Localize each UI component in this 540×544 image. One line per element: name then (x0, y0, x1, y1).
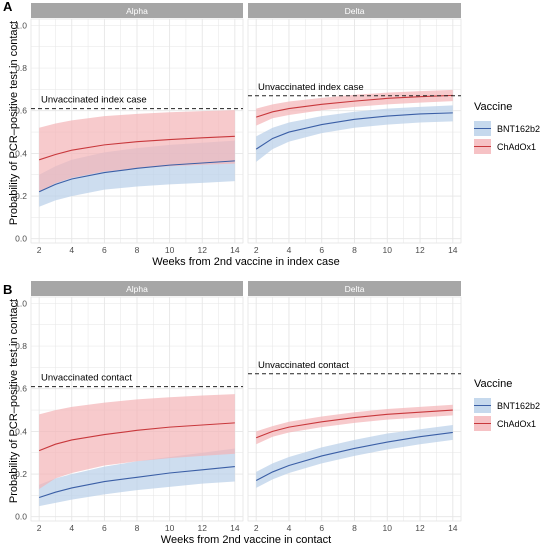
y-tick-label: 0.2 (15, 191, 27, 201)
ci-band-chadox1 (39, 110, 235, 192)
x-tick-label: 2 (254, 523, 259, 533)
x-tick-label: 6 (102, 245, 107, 255)
facet-strip-label: Delta (345, 284, 365, 294)
y-tick-label: 0.4 (15, 148, 27, 158)
y-tick-label: 0.4 (15, 426, 27, 436)
x-tick-label: 10 (165, 523, 175, 533)
x-tick-label: 10 (165, 245, 175, 255)
x-tick-label: 4 (69, 523, 74, 533)
x-tick-label: 12 (197, 245, 207, 255)
legend-title: Vaccine (474, 101, 512, 113)
legend: Vaccine BNT162b2 ChAdOx1 (474, 378, 540, 431)
series-line-chadox1 (255, 409, 453, 439)
y-axis-title: Probability of PCR–positive test in cont… (8, 299, 20, 503)
unvaccinated-reference-label: Unvaccinated index case (41, 95, 147, 106)
x-tick-label: 2 (254, 245, 259, 255)
x-tick-label: 10 (383, 523, 393, 533)
ci-band-chadox1 (256, 404, 453, 445)
legend-entry-label: ChAdOx1 (497, 142, 536, 152)
x-tick-label: 6 (319, 245, 324, 255)
y-axis-title: Probability of PCR–positive test in cont… (8, 21, 20, 225)
legend-title: Vaccine (474, 378, 512, 390)
facet-strip-label: Alpha (126, 6, 148, 16)
panel-label: A (3, 0, 13, 14)
y-tick-label: 0.0 (15, 234, 27, 244)
x-tick-label: 8 (352, 245, 357, 255)
x-tick-label: 6 (102, 523, 107, 533)
facet-strip-label: Delta (345, 6, 365, 16)
x-tick-label: 14 (448, 523, 458, 533)
x-tick-label: 4 (69, 245, 74, 255)
legend-entry-label: ChAdOx1 (497, 419, 536, 429)
x-tick-label: 12 (415, 523, 425, 533)
facet-delta: Delta Unvaccinated contact 2 4 6 8 10 12 14 (247, 281, 462, 533)
series-line-bnt162b2 (38, 160, 235, 193)
panel-label: B (3, 282, 12, 297)
legend-entry-label: BNT162b2 (497, 401, 540, 411)
facet-strip (248, 3, 461, 18)
series-line-bnt162b2 (255, 431, 453, 481)
x-tick-label: 8 (352, 523, 357, 533)
series-line-chadox1 (38, 135, 235, 161)
y-tick-label: 0.6 (15, 384, 27, 394)
ci-band-bnt162b2 (256, 105, 453, 162)
x-tick-label: 2 (37, 245, 42, 255)
x-tick-label: 12 (197, 523, 207, 533)
y-tick-label: 1.0 (15, 20, 27, 30)
unvaccinated-reference-label: Unvaccinated contact (41, 373, 132, 384)
facet-strip (248, 281, 461, 296)
chart-panel-b: B Probability of PCR–positive test in con… (3, 281, 540, 544)
facet-strip-label: Alpha (126, 284, 148, 294)
y-tick-label: 1.0 (15, 298, 27, 308)
x-tick-label: 2 (37, 523, 42, 533)
facet-alpha: Alpha Unvaccinated contact 2 4 6 8 10 12 14 (30, 281, 244, 533)
ci-band-bnt162b2 (256, 425, 453, 488)
y-tick-label: 0.0 (15, 512, 27, 522)
y-tick-label: 0.8 (15, 63, 27, 73)
x-tick-label: 10 (383, 245, 393, 255)
x-tick-label: 14 (230, 245, 240, 255)
chart-panel-a: A Probability of PCR–positive test in con… (3, 0, 540, 268)
x-tick-label: 8 (135, 523, 140, 533)
unvaccinated-reference-label: Unvaccinated index case (258, 82, 364, 93)
facet-strip (31, 3, 243, 18)
facet-delta: Delta Unvaccinated index case 2 4 6 8 10 12 14 (247, 3, 462, 255)
x-tick-label: 4 (287, 245, 292, 255)
x-tick-label: 14 (448, 245, 458, 255)
x-axis-title: Weeks from 2nd vaccine in index case (152, 256, 340, 268)
unvaccinated-reference-label: Unvaccinated contact (258, 360, 349, 371)
facet-strip (31, 281, 243, 296)
facet-alpha: Alpha Unvaccinated index case 2 4 6 8 10 12 14 (30, 3, 244, 255)
y-tick-label: 0.8 (15, 341, 27, 351)
y-tick-label: 0.2 (15, 469, 27, 479)
series-line-bnt162b2 (255, 112, 453, 150)
legend: Vaccine BNT162b2 ChAdOx1 (474, 101, 540, 154)
ci-band-chadox1 (39, 394, 235, 489)
x-tick-label: 14 (230, 523, 240, 533)
x-tick-label: 4 (287, 523, 292, 533)
y-tick-label: 0.6 (15, 106, 27, 116)
legend-entry-label: BNT162b2 (497, 124, 540, 134)
x-axis-title: Weeks from 2nd vaccine in contact (161, 534, 331, 544)
x-tick-label: 12 (415, 245, 425, 255)
series-line-bnt162b2 (38, 466, 235, 499)
x-tick-label: 8 (135, 245, 140, 255)
series-line-chadox1 (38, 422, 235, 452)
ci-band-chadox1 (256, 89, 453, 126)
series-line-chadox1 (256, 94, 453, 118)
x-tick-label: 6 (319, 523, 324, 533)
